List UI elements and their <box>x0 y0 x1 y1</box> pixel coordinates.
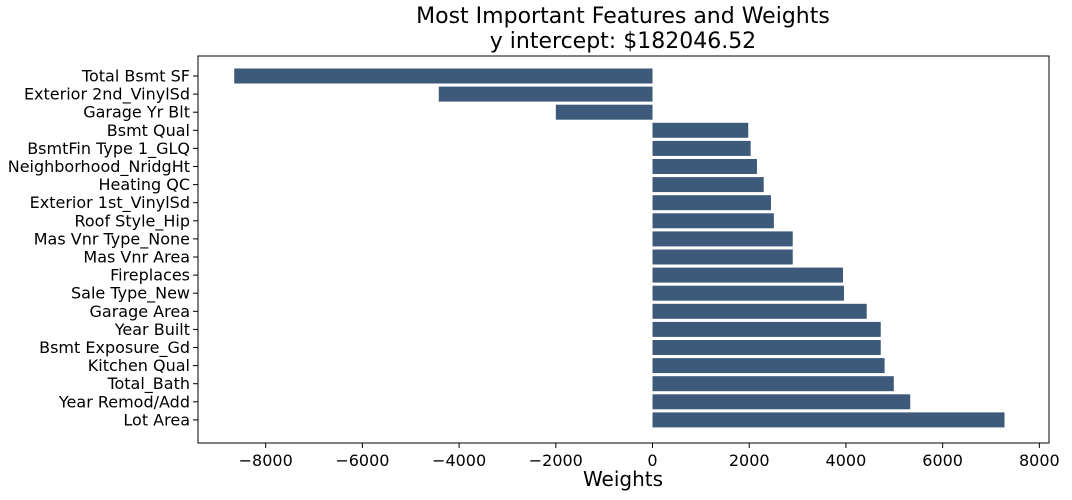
x-tick-label: −6000 <box>335 451 389 470</box>
bar <box>555 104 653 120</box>
chart-subtitle: y intercept: $182046.52 <box>490 29 756 54</box>
chart-title: Most Important Features and Weights <box>416 4 830 29</box>
bar <box>652 177 764 193</box>
category-label: Neighborhood_NridgHt <box>8 157 190 177</box>
bar <box>652 303 867 319</box>
category-label: Sale Type_New <box>71 284 190 304</box>
bar <box>652 321 881 337</box>
x-axis-ticks: −8000 −6000 −4000 −2000 0 2000 4000 6000 8000 <box>239 443 1060 470</box>
category-label: Total_Bath <box>106 374 190 394</box>
category-label: Kitchen Qual <box>88 356 190 375</box>
bar <box>652 376 894 392</box>
x-tick-label: 2000 <box>729 451 770 470</box>
category-label: Year Remod/Add <box>58 392 190 411</box>
x-tick-label: −2000 <box>529 451 583 470</box>
category-label: Garage Yr Blt <box>83 103 190 122</box>
category-label: Exterior 1st_VinylSd <box>30 193 190 213</box>
category-label: BsmtFin Type 1_GLQ <box>27 139 190 159</box>
x-tick-label: 4000 <box>826 451 867 470</box>
x-tick-label: 6000 <box>922 451 963 470</box>
category-label: Year Built <box>114 320 190 339</box>
bar <box>652 231 793 247</box>
category-label: Heating QC <box>98 175 190 194</box>
bar <box>652 122 749 138</box>
category-label: Exterior 2nd_VinylSd <box>24 85 190 105</box>
category-label: Roof Style_Hip <box>74 211 190 231</box>
x-tick-label: −4000 <box>432 451 486 470</box>
bar <box>652 195 771 211</box>
category-label: Lot Area <box>123 410 190 429</box>
bar <box>652 267 844 283</box>
bar <box>652 340 881 355</box>
bar <box>652 140 751 156</box>
bars-layer <box>234 68 1005 428</box>
category-label: Mas Vnr Type_None <box>34 229 190 249</box>
x-tick-label: 8000 <box>1019 451 1060 470</box>
bar <box>652 412 1005 428</box>
x-axis-label: Weights <box>583 467 663 491</box>
bar <box>438 86 653 102</box>
x-tick-label: −8000 <box>239 451 293 470</box>
category-label: Total Bsmt SF <box>81 67 190 86</box>
bar <box>234 68 653 84</box>
category-label: Garage Area <box>90 302 191 321</box>
category-label: Mas Vnr Area <box>83 248 190 267</box>
category-label: Bsmt Exposure_Gd <box>39 338 190 358</box>
bar <box>652 159 757 174</box>
bar <box>652 213 774 229</box>
category-label: Bsmt Qual <box>107 121 190 140</box>
bar <box>652 285 844 301</box>
bar <box>652 249 793 265</box>
category-label: Fireplaces <box>110 266 190 285</box>
bar <box>652 394 911 410</box>
x-tick-label: 0 <box>647 451 657 470</box>
plot-frame <box>197 55 1050 444</box>
bar <box>652 358 885 374</box>
